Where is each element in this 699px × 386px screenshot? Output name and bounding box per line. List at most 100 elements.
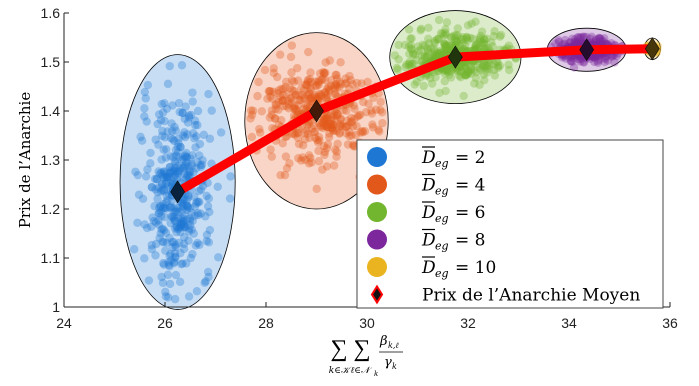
data-point [177, 219, 186, 228]
data-point [325, 87, 334, 96]
data-point [444, 67, 454, 76]
data-point [191, 241, 200, 250]
data-point [480, 44, 489, 53]
data-point [417, 24, 426, 33]
data-point [376, 97, 385, 107]
data-point [175, 277, 185, 287]
data-point [569, 54, 578, 63]
data-point [157, 272, 166, 282]
data-point [566, 37, 575, 47]
data-point [267, 106, 276, 115]
data-point [348, 80, 357, 89]
data-point [570, 35, 580, 44]
data-point [325, 119, 334, 128]
mean-marker-shade-4 [579, 38, 594, 61]
data-point [579, 57, 588, 67]
data-point [566, 56, 575, 66]
data-point [172, 222, 182, 232]
data-point [176, 142, 185, 152]
data-point [279, 90, 288, 100]
data-point [266, 86, 275, 96]
data-point [175, 222, 185, 232]
data-point [196, 162, 206, 172]
data-point [162, 172, 172, 181]
data-point [200, 278, 209, 288]
data-point [349, 141, 358, 151]
data-point [159, 173, 169, 182]
data-point [315, 89, 324, 98]
data-point [147, 244, 157, 254]
data-point [346, 118, 355, 127]
x-tick-label: 36 [662, 315, 678, 331]
data-point [179, 239, 189, 248]
data-point [285, 159, 294, 168]
data-point [154, 216, 163, 225]
data-point [168, 168, 177, 177]
data-point [193, 211, 203, 220]
data-point [205, 134, 215, 143]
data-point [441, 42, 451, 51]
data-point [290, 130, 300, 139]
data-point [180, 222, 190, 231]
data-point [191, 199, 201, 208]
data-point [484, 57, 493, 67]
data-point [179, 217, 188, 226]
data-point [436, 46, 445, 56]
data-point [575, 33, 585, 43]
data-point [411, 50, 420, 59]
data-point [409, 49, 418, 58]
data-point [404, 25, 414, 34]
data-point [407, 45, 416, 54]
data-point [281, 152, 291, 161]
data-point [154, 203, 164, 212]
data-point [158, 224, 167, 233]
data-point [404, 59, 414, 69]
data-point [430, 52, 439, 61]
data-point [466, 64, 476, 74]
data-point [190, 120, 200, 130]
data-point [331, 145, 340, 154]
data-point [174, 98, 184, 108]
data-point [161, 169, 171, 179]
data-point [287, 98, 296, 107]
data-point [420, 52, 429, 61]
data-point [303, 129, 313, 138]
data-point [439, 66, 449, 75]
data-point [414, 42, 423, 51]
data-point [193, 120, 202, 130]
data-point [303, 75, 313, 85]
data-point [178, 217, 187, 226]
data-point [196, 160, 205, 170]
data-point [137, 136, 147, 145]
data-point [287, 76, 297, 85]
data-point [180, 152, 189, 161]
data-point [333, 139, 342, 149]
data-point [329, 126, 338, 135]
data-point [316, 121, 325, 130]
data-point [289, 86, 299, 96]
data-point [168, 212, 177, 222]
data-point [363, 77, 372, 87]
data-point [184, 292, 194, 301]
data-point [451, 65, 461, 75]
x-tick-label: 30 [359, 315, 375, 331]
data-point [323, 84, 332, 93]
data-point [180, 161, 189, 171]
data-point [318, 74, 327, 84]
data-point [406, 34, 415, 44]
data-point [488, 42, 497, 51]
data-point [504, 60, 513, 69]
data-point [178, 206, 187, 215]
data-point [482, 68, 492, 77]
data-point [160, 116, 169, 126]
data-point [134, 190, 144, 199]
data-point [171, 151, 181, 160]
data-point [309, 128, 319, 137]
data-point [182, 200, 191, 210]
data-point [432, 35, 442, 44]
data-point [162, 173, 172, 183]
data-point [173, 147, 183, 157]
legend-label-sub: eg [435, 157, 449, 170]
data-point [424, 34, 433, 44]
data-point [331, 70, 340, 80]
